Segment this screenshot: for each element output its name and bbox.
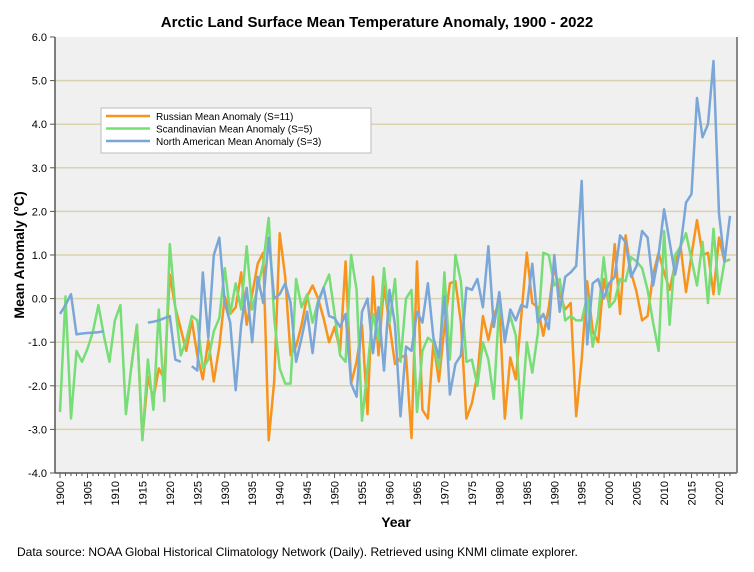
x-tick-label: 1980 [494,481,506,505]
x-tick-label: 1905 [82,481,94,505]
y-tick-label: 1.0 [32,250,47,262]
x-tick-label: 2005 [632,481,644,505]
x-tick-label: 1975 [467,481,479,505]
y-tick-label: 2.0 [32,206,47,218]
x-tick-label: 1990 [549,481,561,505]
x-tick-label: 1970 [439,481,451,505]
legend: Russian Mean Anomaly (S=11) Scandinavian … [100,107,372,154]
chart-title: Arctic Land Surface Mean Temperature Ano… [161,14,593,31]
series-line [191,59,732,418]
y-tick-label: 4.0 [32,119,47,131]
y-tick-label: 3.0 [32,163,47,175]
data-source-note: Data source: NOAA Global Historical Clim… [17,545,578,559]
x-tick-label: 1915 [137,481,149,505]
x-tick-label: 1940 [275,481,287,505]
x-tick-label: 2015 [687,481,699,505]
x-tick-label: 2020 [714,481,726,505]
series-line [58,216,731,442]
x-tick-label: 2010 [659,481,671,505]
series-2 [58,59,732,418]
series-line [147,314,182,363]
x-tick-label: 1960 [385,481,397,505]
x-tick-label: 2000 [604,481,616,505]
x-axis-label: Year [381,514,411,530]
y-tick-label: -3.0 [28,424,47,436]
x-tick-label: 1900 [55,481,67,505]
y-tick-label: -1.0 [28,337,47,349]
x-tick-label: 1930 [220,481,232,505]
series-1 [58,216,731,442]
x-tick-label: 1965 [412,481,424,505]
y-tick-label: 0.0 [32,294,47,306]
x-tick-label: 1950 [330,481,342,505]
series-line [58,292,105,336]
y-axis-label: Mean Anomaly (°C) [11,191,27,318]
legend-label: North American Mean Anomaly (S=3) [156,137,321,148]
x-tick-label: 1995 [577,481,589,505]
x-tick-label: 1925 [192,481,204,505]
y-tick-label: -4.0 [28,468,47,480]
x-tick-label: 1910 [110,481,122,505]
legend-label: Scandinavian Mean Anomaly (S=5) [156,125,312,136]
x-tick-label: 1945 [302,481,314,505]
y-tick-label: 6.0 [32,32,47,44]
y-tick-label: 5.0 [32,76,47,88]
x-tick-label: 1920 [165,481,177,505]
x-tick-label: 1935 [247,481,259,505]
x-tick-label: 1955 [357,481,369,505]
legend-label: Russian Mean Anomaly (S=11) [156,112,293,123]
y-tick-label: -2.0 [28,381,47,393]
x-tick-label: 1985 [522,481,534,505]
